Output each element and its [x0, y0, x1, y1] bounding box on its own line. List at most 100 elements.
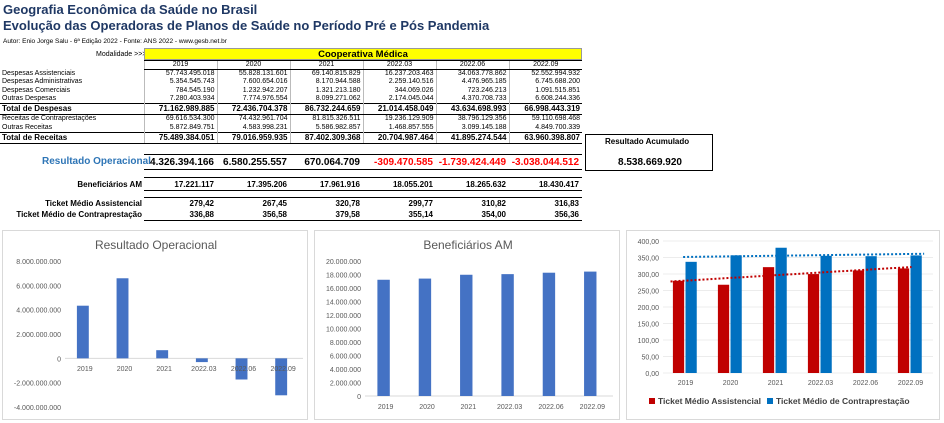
table-row: Receitas de Contraprestações 69.616.534.… — [2, 114, 582, 124]
chart-resultado-operacional: Resultado Operacional 8.000.000.000 6.000.… — [2, 230, 308, 420]
beneficiarios-value: 18.055.201 — [392, 180, 433, 189]
y-tick-label: 300,00 — [638, 272, 660, 279]
bar — [235, 358, 248, 380]
bar — [275, 358, 288, 396]
total-despesas-row: Total de Despesas 71.162.989.885 72.436.… — [0, 103, 582, 116]
author-line: Autor: Enio Jorge Salu - 6ª Edição 2022 … — [3, 38, 227, 45]
y-tick-label: -4.000.000.000 — [14, 405, 61, 412]
ticket-assist-value: 310,82 — [481, 199, 506, 208]
beneficiarios-label: Beneficiários AM — [77, 180, 142, 189]
x-tick-label: 2021 — [768, 380, 784, 387]
legend-swatch — [649, 398, 655, 404]
bar-assistencial — [897, 268, 910, 373]
ticket-contra-value: 356,36 — [554, 210, 579, 219]
x-tick-label: 2022.09 — [898, 380, 923, 387]
title-secondary: Evolução das Operadoras de Planos de Saú… — [3, 18, 490, 33]
y-tick-label: 200,00 — [638, 305, 660, 312]
chart-beneficiarios: Beneficiários AM 20.000.000 18.000.000 16.0… — [314, 230, 620, 420]
y-tick-label: 8.000.000.000 — [16, 259, 61, 266]
year-header-row: 2019 2020 2021 2022.03 2022.06 2022.09 — [0, 60, 582, 70]
ticket-contra-value: 379,58 — [335, 210, 360, 219]
table-row: Despesas Administrativas 5.354.545.743 7… — [2, 78, 582, 87]
modalidade-label: Modalidade >>> — [96, 51, 147, 58]
x-tick-label: 2022.09 — [580, 404, 605, 411]
chart-title: Beneficiários AM — [423, 238, 512, 252]
y-tick-label: 2.000.000 — [330, 381, 361, 388]
y-tick-label: 6.000.000.000 — [16, 283, 61, 290]
bar — [195, 358, 208, 363]
beneficiarios-value: 17.395.206 — [246, 180, 287, 189]
resultado-acumulado-label: Resultado Acumulado — [605, 137, 690, 146]
y-tick-label: 16.000.000 — [326, 286, 361, 293]
ticket-assist-value: 316,83 — [554, 199, 579, 208]
y-tick-label: 6.000.000 — [330, 354, 361, 361]
legend-swatch — [767, 398, 773, 404]
financial-table: 2019 2020 2021 2022.03 2022.06 2022.09 D… — [0, 60, 582, 144]
bar-assistencial — [852, 270, 865, 373]
resop-value: 670.064.709 — [304, 157, 360, 168]
resultado-operacional-label: Resultado Operacional — [42, 156, 151, 167]
bar — [501, 274, 514, 396]
x-tick-label: 2021 — [461, 404, 477, 411]
table-row: Despesas Comerciais 784.545.190 1.232.94… — [2, 86, 582, 96]
y-tick-label: 150,00 — [638, 322, 660, 329]
legend-label: Ticket Médio de Contraprestação — [776, 396, 910, 406]
y-tick-label: 50,00 — [641, 355, 659, 362]
x-tick-label: 2022.09 — [271, 366, 296, 373]
bar-assistencial — [672, 280, 685, 373]
ticket-medio-svg: 400,00 350,00 300,00 250,00 200,00 150,00 100,… — [638, 239, 933, 406]
chart-title: Resultado Operacional — [95, 238, 217, 252]
total-receitas-row: Total de Receitas 75.489.384.051 79.016.… — [0, 131, 582, 144]
chart-ticket-medio: 400,00 350,00 300,00 250,00 200,00 150,00 100,… — [626, 230, 940, 420]
x-tick-label: 2019 — [77, 366, 93, 373]
bar-assistencial — [807, 274, 820, 373]
y-tick-label: 18.000.000 — [326, 273, 361, 280]
ticket-contra-value: 356,58 — [262, 210, 287, 219]
y-tick-label: 0 — [357, 394, 361, 401]
bar-assistencial — [762, 267, 775, 373]
trendline — [683, 252, 925, 258]
y-tick-label: 14.000.000 — [326, 300, 361, 307]
x-tick-label: 2022.03 — [191, 366, 216, 373]
bar — [377, 279, 390, 396]
ticket-assist-value: 299,77 — [408, 199, 433, 208]
y-tick-label: 250,00 — [638, 289, 660, 296]
resop-value: 4.326.394.166 — [150, 157, 214, 168]
beneficiarios-value: 17.221.117 — [174, 180, 214, 189]
beneficiarios-svg: Beneficiários AM 20.000.000 18.000.000 16.0… — [326, 238, 613, 411]
bar — [584, 271, 597, 396]
resop-value: -1.739.424.449 — [438, 157, 506, 168]
x-tick-label: 2019 — [378, 404, 394, 411]
ticket-assist-value: 267,45 — [262, 199, 287, 208]
x-tick-label: 2020 — [419, 404, 435, 411]
x-tick-label: 2022.06 — [231, 366, 256, 373]
year-header: 2021 — [289, 60, 363, 70]
bar — [76, 305, 89, 359]
bar — [418, 278, 432, 396]
x-tick-label: 2022.03 — [808, 380, 833, 387]
y-tick-label: 20.000.000 — [326, 259, 361, 266]
y-tick-label: 350,00 — [638, 256, 660, 263]
year-header: 2022.09 — [508, 60, 582, 70]
y-tick-label: 100,00 — [638, 338, 660, 345]
resultado-acumulado-box — [585, 134, 713, 171]
bar-assistencial — [717, 284, 730, 373]
y-tick-label: 8.000.000 — [330, 340, 361, 347]
beneficiarios-value: 17.961.916 — [319, 180, 360, 189]
resop-value: -3.038.044.512 — [511, 157, 579, 168]
ticket-contra-value: 354,00 — [481, 210, 506, 219]
table-row: Outras Despesas 7.280.403.934 7.774.976.… — [2, 95, 582, 104]
y-tick-label: 12.000.000 — [326, 313, 361, 320]
y-tick-label: 400,00 — [638, 239, 660, 246]
ticket-contra-value: 336,88 — [189, 210, 214, 219]
ticket-contra-value: 355,14 — [408, 210, 433, 219]
ticket-contra-label: Ticket Médio de Contraprestação — [16, 210, 142, 219]
x-tick-label: 2022.03 — [497, 404, 522, 411]
resop-value: 6.580.255.557 — [223, 157, 287, 168]
bar — [542, 272, 556, 396]
legend-label: Ticket Médio Assistencial — [658, 396, 761, 406]
beneficiarios-value: 18.265.632 — [465, 180, 506, 189]
bar-contraprestacao — [865, 256, 877, 373]
bar-contraprestacao — [910, 255, 922, 373]
bar-contraprestacao — [820, 255, 832, 373]
